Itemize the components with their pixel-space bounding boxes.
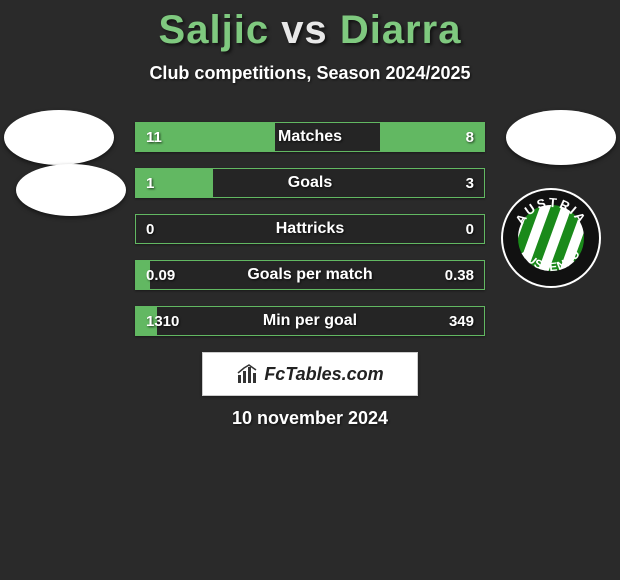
vs-text: vs	[281, 8, 328, 52]
stat-value-right: 349	[449, 307, 474, 335]
stat-value-right: 3	[466, 169, 474, 197]
stat-row-hattricks: 0 Hattricks 0	[135, 214, 485, 244]
player1-avatar-placeholder	[4, 110, 114, 165]
player1-name: Saljic	[159, 8, 270, 52]
stat-label: Hattricks	[136, 215, 484, 243]
stat-value-right: 8	[466, 123, 474, 151]
player2-name: Diarra	[340, 8, 462, 52]
club-badge: AUSTRIA LUSTENAU	[500, 178, 602, 298]
subtitle: Club competitions, Season 2024/2025	[0, 63, 620, 84]
stat-row-goals: 1 Goals 3	[135, 168, 485, 198]
stat-row-mpg: 1310 Min per goal 349	[135, 306, 485, 336]
title: Saljic vs Diarra	[0, 0, 620, 53]
date-text: 10 november 2024	[0, 408, 620, 429]
player2-avatar-placeholder	[506, 110, 616, 165]
stat-label: Goals	[136, 169, 484, 197]
player1-avatar-shadow	[16, 164, 126, 216]
brand-box: FcTables.com	[202, 352, 418, 396]
stat-value-right: 0.38	[445, 261, 474, 289]
stat-label: Goals per match	[136, 261, 484, 289]
stats-panel: 11 Matches 8 1 Goals 3 0 Hattricks 0 0.0…	[135, 122, 485, 352]
stat-row-matches: 11 Matches 8	[135, 122, 485, 152]
infographic-container: Saljic vs Diarra Club competitions, Seas…	[0, 0, 620, 580]
stat-row-gpm: 0.09 Goals per match 0.38	[135, 260, 485, 290]
stat-label: Min per goal	[136, 307, 484, 335]
club-badge-svg: AUSTRIA LUSTENAU	[500, 178, 602, 298]
brand-text: FcTables.com	[264, 364, 383, 385]
stat-label: Matches	[136, 123, 484, 151]
chart-icon	[236, 363, 258, 385]
stat-value-right: 0	[466, 215, 474, 243]
